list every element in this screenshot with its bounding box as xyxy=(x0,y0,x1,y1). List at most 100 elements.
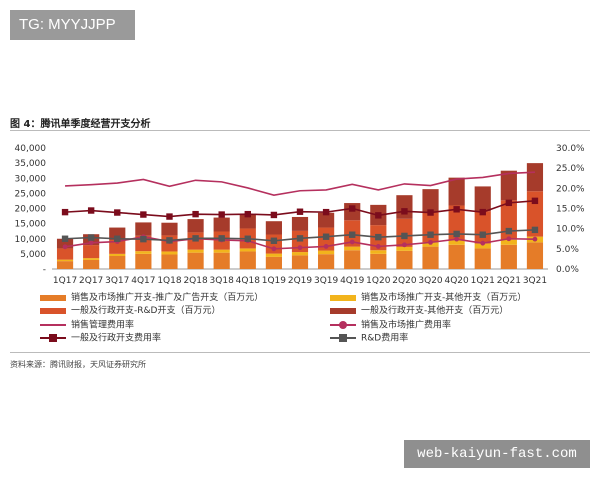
bar-segment xyxy=(187,249,204,253)
figure-title: 图 4：腾讯单季度经营开支分析 xyxy=(10,119,151,130)
ratio-point xyxy=(218,211,225,218)
ratio-point xyxy=(479,208,486,216)
ratio-point xyxy=(375,212,382,219)
y-left-tick-label: 15,000 xyxy=(15,220,47,230)
legend-sales-admin-ratio: 销售管理费用率 xyxy=(40,319,134,331)
ratio-point xyxy=(532,236,538,242)
ratio-point xyxy=(114,235,121,242)
x-tick-label: 1Q17 xyxy=(53,276,77,286)
bar-segment xyxy=(239,248,256,252)
bar-segment xyxy=(500,170,517,201)
y-left-tick-label: 25,000 xyxy=(15,189,47,199)
bar-segment xyxy=(56,261,74,269)
ratio-point xyxy=(427,231,434,238)
bar-segment xyxy=(500,244,517,269)
bar-segment xyxy=(474,211,491,244)
bar-segment xyxy=(474,186,491,212)
bar-segment xyxy=(161,251,178,255)
bar-segment xyxy=(135,222,152,236)
expense-chart: - 5,000 10,000 15,000 20,000 25,000 30,000 35,0… xyxy=(15,144,586,286)
ratio-point xyxy=(296,235,304,242)
bar-segment xyxy=(448,239,465,245)
bar-segment xyxy=(474,243,491,249)
ratio-point xyxy=(505,199,513,207)
ratio-point xyxy=(61,208,69,216)
ratio-point xyxy=(349,205,356,212)
legend-swatch-other-admin xyxy=(330,307,356,314)
ratio-point xyxy=(454,236,460,242)
title-underline xyxy=(10,130,590,131)
legend-label-rd: 一般及行政开支-R&D开支（百万元） xyxy=(71,306,221,316)
ratio-point xyxy=(375,233,382,241)
legend-rd: 一般及行政开支-R&D开支（百万元） xyxy=(40,305,220,317)
bar-segment xyxy=(448,244,465,269)
bar-segment xyxy=(370,253,387,269)
legend-label-other-sales: 销售及市场推广开支-其他开支（百万元） xyxy=(361,293,527,303)
y-right-tick-label: 30.0% xyxy=(556,144,585,154)
legend-swatch-rd xyxy=(40,307,66,314)
x-tick-label: 1Q18 xyxy=(157,276,182,286)
y-right-tick-label: 5.0% xyxy=(556,245,579,255)
ratio-point xyxy=(192,235,199,242)
ratio-point xyxy=(506,236,512,242)
bar-segment xyxy=(135,253,152,269)
ratio-point xyxy=(453,206,460,213)
ratio-point xyxy=(428,239,433,245)
x-tick-label: 2Q18 xyxy=(183,276,208,286)
bar-segment xyxy=(135,251,152,254)
x-tick-label: 3Q19 xyxy=(314,276,339,286)
bar-segment xyxy=(370,250,387,254)
ratio-point xyxy=(270,237,278,244)
bar-segment xyxy=(526,163,544,192)
y-left-tick-label: 40,000 xyxy=(15,144,47,154)
y-left-tick-label: 5,000 xyxy=(20,250,46,260)
ratio-point xyxy=(531,226,539,234)
bar-segment xyxy=(526,242,544,269)
bar-segment xyxy=(161,254,178,269)
bar-segment xyxy=(109,253,126,256)
legend-label-admin-ratio: 一般及行政开支费用率 xyxy=(71,333,162,344)
y-left-tick-label: 20,000 xyxy=(15,205,47,215)
y-right-tick-label: 25.0% xyxy=(556,164,585,174)
y-left-tick-label: 10,000 xyxy=(15,235,47,245)
y-left-tick-label: 30,000 xyxy=(15,174,47,184)
bar-segment xyxy=(448,205,465,240)
ratio-point xyxy=(166,237,173,244)
bar-segment xyxy=(344,250,361,269)
ratio-point xyxy=(531,197,539,205)
ratio-line xyxy=(65,171,535,197)
bar-segment xyxy=(474,248,491,269)
ratio-point xyxy=(402,242,407,248)
bar-segment xyxy=(56,259,74,262)
x-tick-label: 3Q21 xyxy=(523,276,547,286)
legend-swatch-rd-ratio xyxy=(330,332,356,344)
ratio-point xyxy=(61,235,69,242)
bar-segment xyxy=(265,256,282,269)
bar-segment xyxy=(422,246,439,269)
legend-swatch-other-sales xyxy=(330,294,356,301)
ratio-point xyxy=(140,235,147,243)
watermark-label: web-kaiyun-fast.com xyxy=(404,440,590,468)
bar-segment xyxy=(83,259,100,269)
legend-swatch-sales-admin-ratio xyxy=(40,319,66,331)
ratio-point xyxy=(244,210,251,218)
x-tick-label: 1Q21 xyxy=(471,276,495,286)
ratio-point xyxy=(480,240,486,246)
legend-other-admin: 一般及行政开支-其他开支（百万元） xyxy=(330,305,508,317)
bar-segment xyxy=(187,219,204,233)
bar-segment xyxy=(344,246,361,251)
ratio-point xyxy=(297,245,303,251)
ratio-point xyxy=(479,231,486,238)
x-tick-label: 4Q17 xyxy=(131,276,155,286)
legend-swatch-admin-ratio xyxy=(40,332,66,344)
x-tick-label: 4Q19 xyxy=(340,276,365,286)
bar-segment xyxy=(291,255,309,269)
ratio-point xyxy=(88,240,94,246)
legend-label-other-admin: 一般及行政开支-其他开支（百万元） xyxy=(361,306,509,316)
top-tag-label: TG: MYYJJPP xyxy=(10,10,135,40)
bar-segment xyxy=(500,200,517,240)
legend-swatch-sales-ratio xyxy=(330,319,356,331)
y-right-tick-label: 15.0% xyxy=(556,205,585,215)
ratio-point xyxy=(401,232,408,240)
bar-segment xyxy=(187,252,204,269)
